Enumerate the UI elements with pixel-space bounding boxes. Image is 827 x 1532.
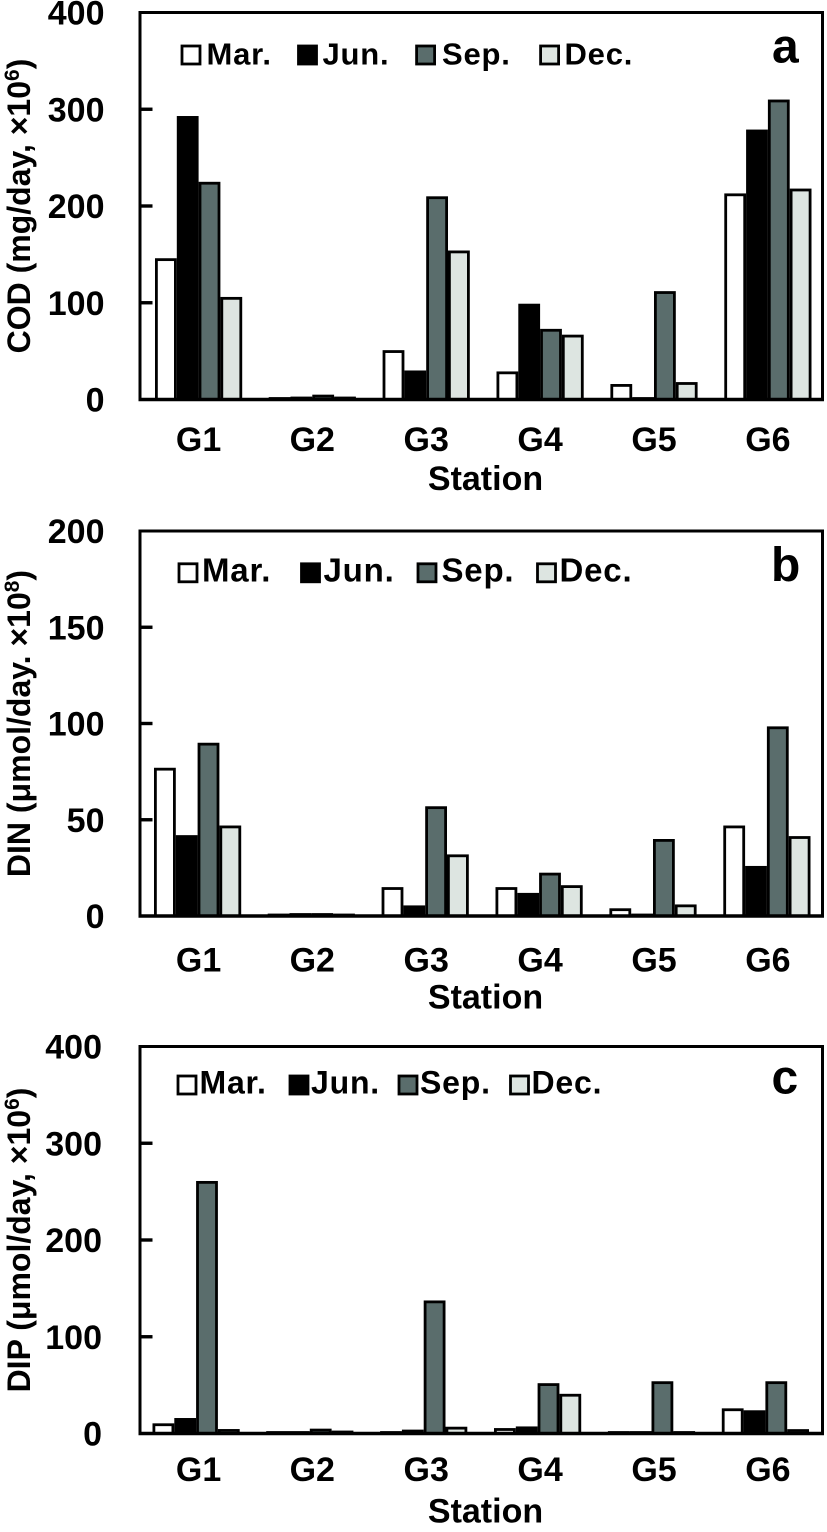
svg-text:DIP (μmol/day, ×106): DIP (μmol/day, ×106) — [1, 1088, 37, 1393]
svg-text:Sep.: Sep. — [442, 552, 515, 589]
svg-text:COD (mg/day, ×106): COD (mg/day, ×106) — [1, 59, 37, 354]
svg-text:G6: G6 — [745, 942, 790, 980]
svg-text:0: 0 — [86, 898, 105, 936]
svg-text:400: 400 — [45, 1029, 102, 1067]
svg-text:Mar.: Mar. — [207, 37, 272, 72]
svg-text:Sep.: Sep. — [442, 37, 511, 72]
svg-text:Sep.: Sep. — [420, 1065, 491, 1101]
svg-text:50: 50 — [67, 802, 105, 840]
svg-text:300: 300 — [45, 1125, 102, 1163]
svg-text:G2: G2 — [290, 942, 335, 980]
svg-text:a: a — [772, 21, 799, 74]
svg-text:G5: G5 — [631, 942, 676, 980]
svg-text:G1: G1 — [176, 1451, 221, 1489]
svg-text:100: 100 — [48, 706, 105, 744]
svg-text:Dec.: Dec. — [532, 1065, 603, 1101]
svg-text:Mar.: Mar. — [202, 552, 271, 589]
svg-text:c: c — [772, 1052, 799, 1105]
svg-text:Station: Station — [428, 979, 543, 1017]
svg-text:DIN (μmol/day. ×108): DIN (μmol/day. ×108) — [1, 570, 37, 877]
svg-text:G6: G6 — [745, 421, 790, 459]
svg-text:Jun.: Jun. — [324, 552, 395, 589]
svg-text:G5: G5 — [631, 1451, 676, 1489]
svg-text:G3: G3 — [404, 421, 449, 459]
svg-text:G1: G1 — [176, 421, 221, 459]
svg-text:Station: Station — [428, 1493, 543, 1528]
svg-text:0: 0 — [86, 382, 105, 420]
svg-text:G2: G2 — [290, 421, 335, 459]
svg-text:Jun.: Jun. — [323, 37, 390, 72]
svg-text:G4: G4 — [517, 1451, 562, 1489]
svg-text:150: 150 — [48, 609, 105, 647]
svg-text:G4: G4 — [517, 421, 562, 459]
svg-text:G1: G1 — [176, 942, 221, 980]
svg-text:G5: G5 — [631, 421, 676, 459]
svg-text:G6: G6 — [745, 1451, 790, 1489]
svg-text:G4: G4 — [517, 942, 562, 980]
svg-text:G3: G3 — [404, 942, 449, 980]
svg-text:0: 0 — [83, 1416, 102, 1454]
svg-text:Station: Station — [428, 460, 543, 498]
svg-text:300: 300 — [48, 91, 105, 129]
svg-text:Jun.: Jun. — [311, 1065, 380, 1101]
svg-text:200: 200 — [45, 1222, 102, 1260]
svg-text:G3: G3 — [404, 1451, 449, 1489]
svg-text:400: 400 — [48, 0, 105, 33]
svg-text:100: 100 — [48, 285, 105, 323]
svg-text:Dec.: Dec. — [560, 552, 633, 589]
svg-text:200: 200 — [48, 513, 105, 551]
svg-text:200: 200 — [48, 188, 105, 226]
svg-text:G2: G2 — [290, 1451, 335, 1489]
svg-text:b: b — [771, 539, 800, 592]
svg-text:Dec.: Dec. — [565, 37, 634, 72]
svg-text:100: 100 — [45, 1319, 102, 1357]
svg-text:Mar.: Mar. — [200, 1065, 267, 1101]
